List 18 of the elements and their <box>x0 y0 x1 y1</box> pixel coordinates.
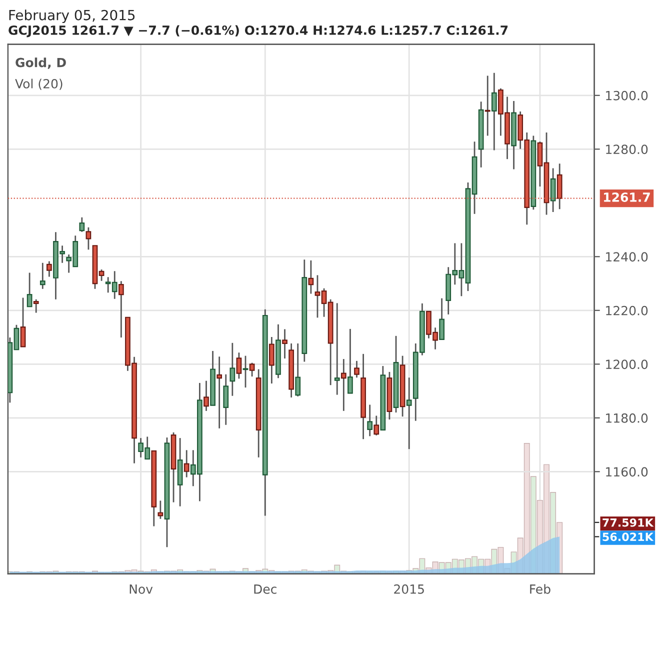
y2-tick-label: 77.591K <box>602 518 654 527</box>
x-tick-label: Dec <box>254 584 276 594</box>
y-tick-label: 1240.0 <box>606 252 648 262</box>
y-tick-label: 1180.0 <box>606 413 648 423</box>
x-tick-label: Feb <box>530 584 550 594</box>
chart-subtitle: GCJ2015 1261.7 ▼ −7.7 (−0.61%) O:1270.4 H:1274.6 L:1257.7 C:1261.7 <box>8 25 508 38</box>
annotation: Gold, D <box>16 58 66 69</box>
chart-title: February 05, 2015 <box>9 10 135 24</box>
ref-line-label: 1261.7 <box>604 192 650 202</box>
y2-tick-label: 56.021K <box>602 532 654 542</box>
y-tick-label: 1200.0 <box>606 360 648 370</box>
x-tick-label: Nov <box>130 584 153 594</box>
y-tick-label: 1300.0 <box>606 90 648 100</box>
x-tick-label: 2015 <box>394 584 424 594</box>
y-tick-label: 1280.0 <box>606 144 648 154</box>
annotation: Vol (20) <box>15 78 62 90</box>
y-tick-label: 1160.0 <box>606 467 648 477</box>
y-tick-label: 1220.0 <box>606 306 648 316</box>
